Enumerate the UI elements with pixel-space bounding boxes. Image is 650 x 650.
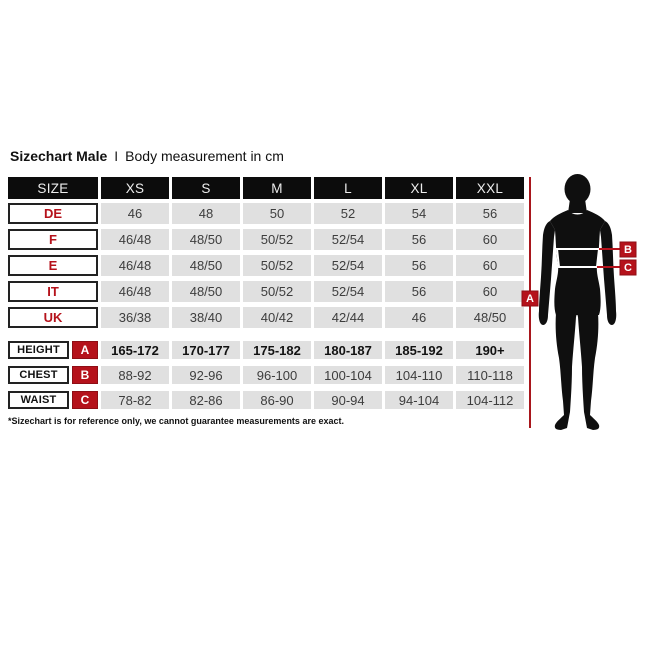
- size-value-cell: 48: [172, 203, 240, 224]
- country-label-uk: UK: [8, 307, 98, 328]
- size-value-cell: 60: [456, 281, 524, 302]
- column-header-xxl: XXL: [456, 177, 524, 199]
- male-body-silhouette: [538, 174, 617, 430]
- marker-a-letter: A: [526, 293, 534, 305]
- size-value-cell: 52: [314, 203, 382, 224]
- size-value-cell: 50: [243, 203, 311, 224]
- country-row-f: F 46/48 48/50 50/52 52/54 56 60: [8, 229, 528, 250]
- table-header-row: SIZE XS S M L XL XXL: [8, 177, 528, 199]
- country-label-f: F: [8, 229, 98, 250]
- title-separator: I: [114, 148, 119, 164]
- size-value-cell: 60: [456, 229, 524, 250]
- measurement-value-cell: 165-172: [101, 341, 169, 359]
- measurement-value-cell: 175-182: [243, 341, 311, 359]
- country-row-de: DE 46 48 50 52 54 56: [8, 203, 528, 224]
- country-row-e: E 46/48 48/50 50/52 52/54 56 60: [8, 255, 528, 276]
- measurement-value-cell: 88-92: [101, 366, 169, 384]
- column-header-m: M: [243, 177, 311, 199]
- page-title: Sizechart Male I Body measurement in cm: [10, 148, 284, 164]
- size-value-cell: 48/50: [172, 281, 240, 302]
- measurement-label-chest: CHEST: [8, 366, 69, 384]
- size-value-cell: 46: [101, 203, 169, 224]
- sizechart-table: SIZE XS S M L XL XXL DE 46 48 50 52 54 56 F 46/48 48/50…: [8, 177, 528, 409]
- size-value-cell: 50/52: [243, 255, 311, 276]
- marker-badge-c: C: [72, 391, 98, 409]
- size-value-cell: 52/54: [314, 229, 382, 250]
- measurement-label-height: HEIGHT: [8, 341, 69, 359]
- size-value-cell: 60: [456, 255, 524, 276]
- column-header-s: S: [172, 177, 240, 199]
- body-measurement-rows: HEIGHT A 165-172 170-177 175-182 180-187 185-1…: [8, 341, 528, 409]
- size-value-cell: 50/52: [243, 229, 311, 250]
- marker-b-letter: B: [624, 244, 632, 256]
- measurement-row-height: HEIGHT A 165-172 170-177 175-182 180-187 185-1…: [8, 341, 528, 359]
- measurement-value-cell: 90-94: [314, 391, 382, 409]
- measurement-value-cell: 104-110: [385, 366, 453, 384]
- column-header-xs: XS: [101, 177, 169, 199]
- measurement-value-cell: 170-177: [172, 341, 240, 359]
- size-value-cell: 56: [385, 229, 453, 250]
- country-row-it: IT 46/48 48/50 50/52 52/54 56 60: [8, 281, 528, 302]
- title-subtitle: Body measurement in cm: [125, 148, 284, 164]
- size-value-cell: 46: [385, 307, 453, 328]
- measurement-value-cell: 100-104: [314, 366, 382, 384]
- size-value-cell: 46/48: [101, 281, 169, 302]
- size-value-cell: 56: [385, 255, 453, 276]
- marker-c-letter: C: [624, 262, 632, 274]
- size-value-cell: 38/40: [172, 307, 240, 328]
- size-value-cell: 54: [385, 203, 453, 224]
- size-value-cell: 48/50: [172, 255, 240, 276]
- country-label-it: IT: [8, 281, 98, 302]
- size-guide-figure: A B C: [521, 174, 637, 430]
- size-value-cell: 52/54: [314, 281, 382, 302]
- size-value-cell: 48/50: [172, 229, 240, 250]
- measurement-value-cell: 94-104: [385, 391, 453, 409]
- country-size-rows: DE 46 48 50 52 54 56 F 46/48 48/50 50/52 52/54 56 60 E…: [8, 203, 528, 328]
- size-value-cell: 36/38: [101, 307, 169, 328]
- measurement-value-cell: 180-187: [314, 341, 382, 359]
- measurement-value-cell: 78-82: [101, 391, 169, 409]
- marker-a-badge: A: [521, 290, 539, 307]
- measurement-value-cell: 104-112: [456, 391, 524, 409]
- country-row-uk: UK 36/38 38/40 40/42 42/44 46 48/50: [8, 307, 528, 328]
- measurement-value-cell: 86-90: [243, 391, 311, 409]
- marker-b-badge: B: [619, 241, 637, 258]
- measurement-label-waist: WAIST: [8, 391, 69, 409]
- marker-badge-b: B: [72, 366, 98, 384]
- size-value-cell: 46/48: [101, 255, 169, 276]
- measurement-value-cell: 110-118: [456, 366, 524, 384]
- marker-c-badge: C: [619, 259, 637, 276]
- measurement-value-cell: 190+: [456, 341, 524, 359]
- measurement-value-cell: 92-96: [172, 366, 240, 384]
- marker-badge-a: A: [72, 341, 98, 359]
- size-value-cell: 46/48: [101, 229, 169, 250]
- measurement-value-cell: 185-192: [385, 341, 453, 359]
- size-value-cell: 56: [385, 281, 453, 302]
- measurement-value-cell: 82-86: [172, 391, 240, 409]
- size-value-cell: 52/54: [314, 255, 382, 276]
- country-label-de: DE: [8, 203, 98, 224]
- title-main: Sizechart Male: [10, 148, 108, 164]
- size-value-cell: 40/42: [243, 307, 311, 328]
- measurement-row-waist: WAIST C 78-82 82-86 86-90 90-94 94-104 104-112: [8, 391, 528, 409]
- footnote: *Sizechart is for reference only, we can…: [8, 416, 344, 426]
- column-header-l: L: [314, 177, 382, 199]
- size-value-cell: 42/44: [314, 307, 382, 328]
- measurement-row-chest: CHEST B 88-92 92-96 96-100 100-104 104-110 110-…: [8, 366, 528, 384]
- size-value-cell: 56: [456, 203, 524, 224]
- size-value-cell: 48/50: [456, 307, 524, 328]
- measurement-value-cell: 96-100: [243, 366, 311, 384]
- country-label-e: E: [8, 255, 98, 276]
- size-value-cell: 50/52: [243, 281, 311, 302]
- column-header-xl: XL: [385, 177, 453, 199]
- size-header-cell: SIZE: [8, 177, 98, 199]
